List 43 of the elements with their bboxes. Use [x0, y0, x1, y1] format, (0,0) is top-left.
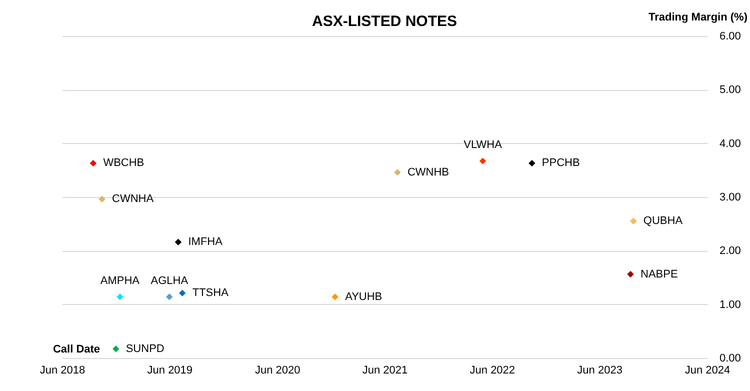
point [98, 196, 106, 202]
x-tick-label: Jun 2020 [254, 364, 300, 376]
x-axis-title: Call Date [52, 344, 100, 356]
x-tick-label: Jun 2021 [362, 364, 408, 376]
x-tick-label: Jun 2019 [147, 364, 193, 376]
annotation: TTSHA [192, 287, 230, 300]
annotation: CWNHB [407, 166, 450, 178]
annotation: QUBHA [643, 215, 684, 228]
point [332, 293, 338, 300]
y-tick-label: 6.00 [720, 30, 741, 42]
chart-title: ASX-LISTED NOTES [312, 13, 458, 30]
annotation: SUNPD [126, 342, 164, 355]
y-axis-title: Trading Margin (%) [648, 12, 748, 24]
x-tick-label: Jun 2024 [684, 364, 730, 376]
annotation: IMFHA [188, 236, 224, 248]
point [479, 158, 486, 164]
annotation: VLWHA [464, 139, 503, 152]
annotation: CWNHA [112, 193, 154, 206]
y-tick-label: 3.00 [720, 192, 741, 204]
point [528, 160, 536, 167]
point [112, 346, 120, 352]
point [116, 293, 124, 300]
point [394, 168, 401, 176]
point [174, 238, 182, 246]
point [178, 290, 186, 296]
y-tick-label: 1.00 [720, 298, 741, 311]
point [630, 218, 637, 225]
annotation: AMPHA [100, 274, 140, 287]
annotation: NABPE [640, 268, 678, 280]
x-tick-label: Jun 2018 [40, 364, 86, 376]
y-tick-label: 2.00 [720, 245, 741, 258]
point [627, 270, 634, 278]
annotation: WBCHB [103, 157, 144, 170]
x-tick-label: Jun 2022 [470, 364, 516, 376]
annotation: AGLHA [150, 274, 189, 287]
y-tick-label: 0.00 [720, 352, 741, 364]
y-tick-label: 4.00 [720, 138, 741, 150]
y-tick-label: 5.00 [720, 84, 741, 96]
annotation: PPCHB [542, 157, 580, 170]
x-tick-label: Jun 2023 [577, 364, 622, 376]
point [90, 160, 97, 167]
annotation: AYUHB [345, 290, 382, 303]
point [166, 293, 173, 300]
